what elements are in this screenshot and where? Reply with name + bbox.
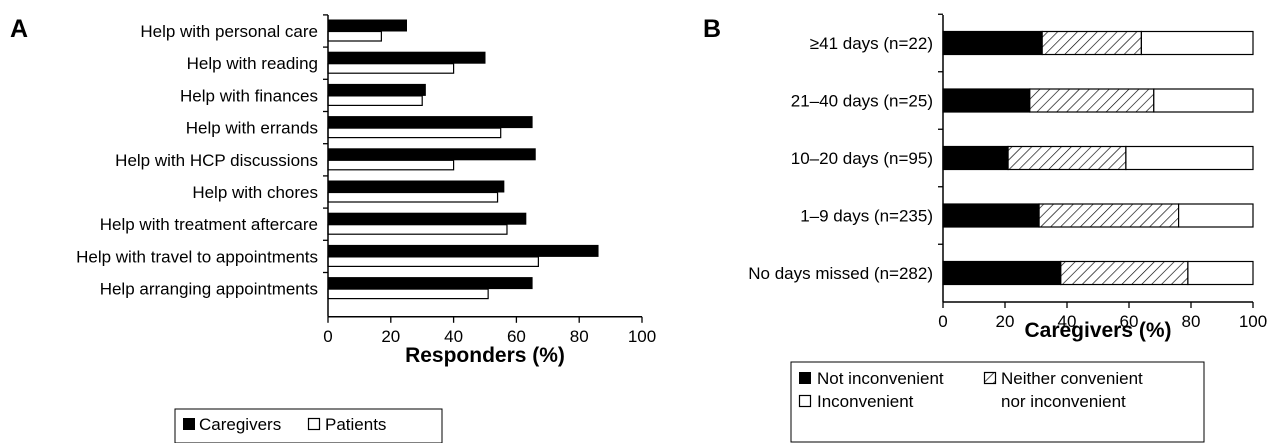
category-label-no-days-missed-n-282: No days missed (n=282) [748,264,933,283]
x-tick-label-100: 100 [1239,312,1267,331]
legend-swatch-not-inconvenient [799,372,811,384]
legend-swatch-patients [307,417,321,431]
bar-not-inconvenient-10-20-days-n-95 [942,145,1009,171]
category-label-help-with-hcp-discussions: Help with HCP discussions [115,151,318,170]
bar-caregivers-help-with-hcp-discussions [327,148,536,161]
x-tick-label-20: 20 [996,312,1015,331]
x-tick-label-60: 60 [507,327,526,346]
legend-swatch-caregivers [183,418,195,430]
bar-neither-convenient-nor-inconvenient-41-days-n-22 [1041,30,1142,56]
x-tick-label-80: 80 [570,327,589,346]
bar-neither-convenient-nor-inconvenient-10-20-days-n-95 [1007,145,1127,171]
x-tick-label-40: 40 [1058,312,1077,331]
chart-b-axes [938,13,1254,308]
chart-b-bars [942,30,1254,286]
chart-a-axes [323,14,643,323]
category-label-help-with-finances: Help with finances [180,86,318,105]
category-label-help-with-travel-to-appointments: Help with travel to appointments [76,247,318,266]
chart-b-x-axis-title: Caregivers (%) [1024,319,1171,342]
panel-label-b: B [703,15,721,43]
bar-not-inconvenient-no-days-missed-n-282 [942,260,1062,286]
bar-caregivers-help-with-personal-care [327,19,407,32]
bar-caregivers-help-with-finances [327,83,426,96]
bar-caregivers-help-with-treatment-aftercare [327,212,527,225]
chart-a-tick-labels: 0 20 40 60 80 100 [323,327,656,346]
x-tick-label-0: 0 [938,312,947,331]
bar-inconvenient-10-20-days-n-95 [1125,145,1254,171]
chart-a-bars [327,19,599,300]
chart-a-x-axis-title: Responders (%) [405,344,565,367]
bar-patients-help-with-personal-care [327,30,382,42]
category-label-1-9-days-n-235: 1–9 days (n=235) [800,207,933,226]
chart-a-category-labels: Help with personal care Help with reading… [76,22,318,299]
x-tick-label-40: 40 [444,327,463,346]
bar-patients-help-arranging-appointments [327,288,489,300]
category-label-help-arranging-appointments: Help arranging appointments [100,280,318,299]
chart-a-legend: Caregivers Patients [174,408,443,443]
x-tick-label-100: 100 [628,327,656,346]
legend-swatch-neither [983,371,997,385]
category-label-10-20-days-n-95: 10–20 days (n=95) [791,149,933,168]
legend-label-neither-line1: Neither convenient [1001,369,1143,388]
category-label-help-with-treatment-aftercare: Help with treatment aftercare [100,215,318,234]
category-label-21-40-days-n-25: 21–40 days (n=25) [791,92,933,111]
bar-not-inconvenient-41-days-n-22 [942,30,1043,56]
legend-label-not-inconvenient: Not inconvenient [817,369,944,388]
legend-label-neither-line2: nor inconvenient [1001,392,1126,411]
bar-patients-help-with-errands [327,127,502,139]
x-tick-label-0: 0 [323,327,332,346]
bar-patients-help-with-travel-to-appointments [327,256,539,267]
category-label-help-with-errands: Help with errands [186,119,318,138]
bar-caregivers-help-with-chores [327,180,505,193]
x-tick-label-80: 80 [1182,312,1201,331]
chart-b-legend: Not inconvenient Neither convenient nor … [790,361,1205,443]
bar-patients-help-with-chores [327,191,499,203]
legend-label-inconvenient: Inconvenient [817,392,914,411]
bar-patients-help-with-finances [327,95,423,107]
bar-patients-help-with-reading [327,63,455,74]
chart-b-category-labels: ≥41 days (n=22) 21–40 days (n=25) 10–20 da… [748,34,933,283]
category-label-help-with-personal-care: Help with personal care [140,22,318,41]
bar-caregivers-help-with-errands [327,116,533,129]
chart-b: B ≥41 days (n=22) 21–40 days (n=25) 10–20 … [703,13,1267,443]
legend-label-patients: Patients [325,415,386,434]
bar-caregivers-help-with-travel-to-appointments [327,244,599,257]
bar-not-inconvenient-1-9-days-n-235 [942,203,1040,228]
bar-patients-help-with-hcp-discussions [327,159,455,171]
category-label-help-with-reading: Help with reading [187,54,318,73]
category-label-41-days-n-22: ≥41 days (n=22) [810,34,933,53]
bar-caregivers-help-with-reading [327,51,486,64]
bar-inconvenient-no-days-missed-n-282 [1187,260,1254,286]
bar-neither-convenient-nor-inconvenient-no-days-missed-n-282 [1060,260,1189,286]
bar-neither-convenient-nor-inconvenient-21-40-days-n-25 [1029,88,1155,113]
x-tick-label-20: 20 [381,327,400,346]
chart-a: A Help with personal care Help with readi… [10,14,656,443]
legend-b-frame [790,361,1205,443]
x-tick-label-60: 60 [1120,312,1139,331]
bar-inconvenient-41-days-n-22 [1140,30,1254,56]
bar-inconvenient-21-40-days-n-25 [1153,88,1254,113]
bar-not-inconvenient-21-40-days-n-25 [942,88,1031,113]
category-label-help-with-chores: Help with chores [192,183,318,202]
bar-inconvenient-1-9-days-n-235 [1177,203,1254,228]
bar-neither-convenient-nor-inconvenient-1-9-days-n-235 [1038,203,1180,228]
chart-b-tick-labels: 0 20 40 60 80 100 [938,312,1267,331]
panel-label-a: A [10,15,28,43]
bar-patients-help-with-treatment-aftercare [327,224,508,235]
bar-caregivers-help-arranging-appointments [327,277,533,290]
legend-label-caregivers: Caregivers [199,415,281,434]
legend-swatch-inconvenient [798,394,812,408]
